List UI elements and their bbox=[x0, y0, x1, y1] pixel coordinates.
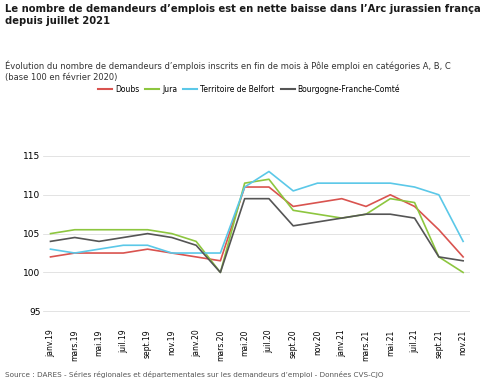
Doubs bbox=[266, 185, 272, 189]
Bourgogne-Franche-Comté bbox=[242, 196, 248, 201]
Bourgogne-Franche-Comté bbox=[412, 216, 418, 220]
Doubs bbox=[96, 251, 102, 255]
Doubs bbox=[169, 251, 175, 255]
Bourgogne-Franche-Comté bbox=[193, 243, 199, 247]
Bourgogne-Franche-Comté bbox=[387, 212, 393, 217]
Territoire de Belfort bbox=[412, 185, 418, 189]
Jura bbox=[144, 228, 150, 232]
Jura bbox=[363, 212, 369, 217]
Text: Le nombre de demandeurs d’emplois est en nette baisse dans l’Arc jurassien franç: Le nombre de demandeurs d’emplois est en… bbox=[5, 4, 480, 26]
Line: Territoire de Belfort: Territoire de Belfort bbox=[50, 171, 463, 253]
Jura bbox=[412, 200, 418, 205]
Territoire de Belfort bbox=[339, 181, 345, 185]
Territoire de Belfort bbox=[460, 239, 466, 244]
Doubs bbox=[48, 255, 53, 259]
Territoire de Belfort bbox=[242, 185, 248, 189]
Territoire de Belfort bbox=[72, 251, 78, 255]
Jura bbox=[290, 208, 296, 212]
Doubs bbox=[339, 196, 345, 201]
Doubs bbox=[412, 204, 418, 209]
Bourgogne-Franche-Comté bbox=[48, 239, 53, 244]
Jura bbox=[217, 270, 223, 275]
Territoire de Belfort bbox=[217, 251, 223, 255]
Doubs bbox=[72, 251, 78, 255]
Bourgogne-Franche-Comté bbox=[314, 220, 320, 224]
Territoire de Belfort bbox=[290, 188, 296, 193]
Text: Source : DARES - Séries régionales et départementales sur les demandeurs d’emplo: Source : DARES - Séries régionales et dé… bbox=[5, 371, 384, 378]
Bourgogne-Franche-Comté bbox=[169, 235, 175, 240]
Line: Doubs: Doubs bbox=[50, 187, 463, 261]
Jura bbox=[314, 212, 320, 217]
Bourgogne-Franche-Comté bbox=[72, 235, 78, 240]
Jura bbox=[387, 196, 393, 201]
Jura bbox=[266, 177, 272, 182]
Bourgogne-Franche-Comté bbox=[460, 258, 466, 263]
Jura bbox=[48, 231, 53, 236]
Bourgogne-Franche-Comté bbox=[120, 235, 126, 240]
Jura bbox=[193, 239, 199, 244]
Territoire de Belfort bbox=[193, 251, 199, 255]
Bourgogne-Franche-Comté bbox=[144, 231, 150, 236]
Jura bbox=[460, 270, 466, 275]
Territoire de Belfort bbox=[96, 247, 102, 252]
Doubs bbox=[193, 255, 199, 259]
Doubs bbox=[363, 204, 369, 209]
Territoire de Belfort bbox=[144, 243, 150, 247]
Doubs bbox=[387, 193, 393, 197]
Jura bbox=[169, 231, 175, 236]
Jura bbox=[120, 228, 126, 232]
Jura bbox=[436, 255, 442, 259]
Line: Bourgogne-Franche-Comté: Bourgogne-Franche-Comté bbox=[50, 199, 463, 272]
Doubs bbox=[120, 251, 126, 255]
Jura bbox=[242, 181, 248, 185]
Territoire de Belfort bbox=[314, 181, 320, 185]
Doubs bbox=[144, 247, 150, 252]
Territoire de Belfort bbox=[436, 193, 442, 197]
Bourgogne-Franche-Comté bbox=[363, 212, 369, 217]
Doubs bbox=[436, 228, 442, 232]
Bourgogne-Franche-Comté bbox=[217, 270, 223, 275]
Territoire de Belfort bbox=[169, 251, 175, 255]
Territoire de Belfort bbox=[266, 169, 272, 174]
Doubs bbox=[290, 204, 296, 209]
Doubs bbox=[314, 200, 320, 205]
Territoire de Belfort bbox=[387, 181, 393, 185]
Line: Jura: Jura bbox=[50, 179, 463, 272]
Bourgogne-Franche-Comté bbox=[339, 216, 345, 220]
Bourgogne-Franche-Comté bbox=[436, 255, 442, 259]
Bourgogne-Franche-Comté bbox=[266, 196, 272, 201]
Text: Évolution du nombre de demandeurs d’emplois inscrits en fin de mois à Pôle emplo: Évolution du nombre de demandeurs d’empl… bbox=[5, 61, 451, 82]
Jura bbox=[339, 216, 345, 220]
Doubs bbox=[217, 258, 223, 263]
Bourgogne-Franche-Comté bbox=[290, 223, 296, 228]
Territoire de Belfort bbox=[363, 181, 369, 185]
Bourgogne-Franche-Comté bbox=[96, 239, 102, 244]
Doubs bbox=[460, 255, 466, 259]
Jura bbox=[96, 228, 102, 232]
Territoire de Belfort bbox=[120, 243, 126, 247]
Legend: Doubs, Jura, Territoire de Belfort, Bourgogne-Franche-Comté: Doubs, Jura, Territoire de Belfort, Bour… bbox=[98, 84, 400, 93]
Jura bbox=[72, 228, 78, 232]
Doubs bbox=[242, 185, 248, 189]
Territoire de Belfort bbox=[48, 247, 53, 252]
